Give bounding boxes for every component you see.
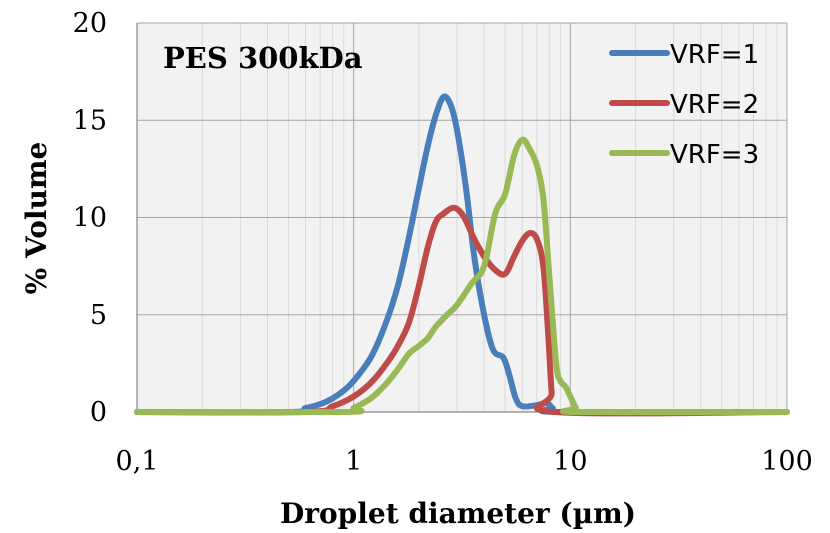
x-tick-label: 100 [761,446,813,477]
y-tick-labels: 0 5 10 15 20 [73,8,107,428]
x-axis-title: Droplet diameter (µm) [280,497,636,530]
y-tick-label: 10 [73,203,107,234]
x-tick-label: 1 [345,446,362,477]
legend-label-vrf-3: VRF=3 [670,140,759,170]
x-tick-label: 0,1 [116,446,159,477]
series-lines [134,93,790,417]
chart-title: PES 300kDa [163,41,363,75]
series-line-vrf-2 [134,204,790,417]
x-tick-labels: 0,1 1 10 100 [116,446,813,477]
legend: VRF=1 VRF=2 VRF=3 [609,40,759,170]
x-tick-label: 10 [553,446,587,477]
series-line-vrf-3 [134,136,790,416]
legend-label-vrf-1: VRF=1 [670,40,759,70]
legend-label-vrf-2: VRF=2 [670,90,759,120]
y-tick-label: 15 [73,105,107,136]
y-axis-title: % Volume [20,142,53,295]
y-tick-label: 5 [90,300,107,331]
y-tick-label: 0 [90,397,107,428]
y-tick-label: 20 [73,8,107,39]
